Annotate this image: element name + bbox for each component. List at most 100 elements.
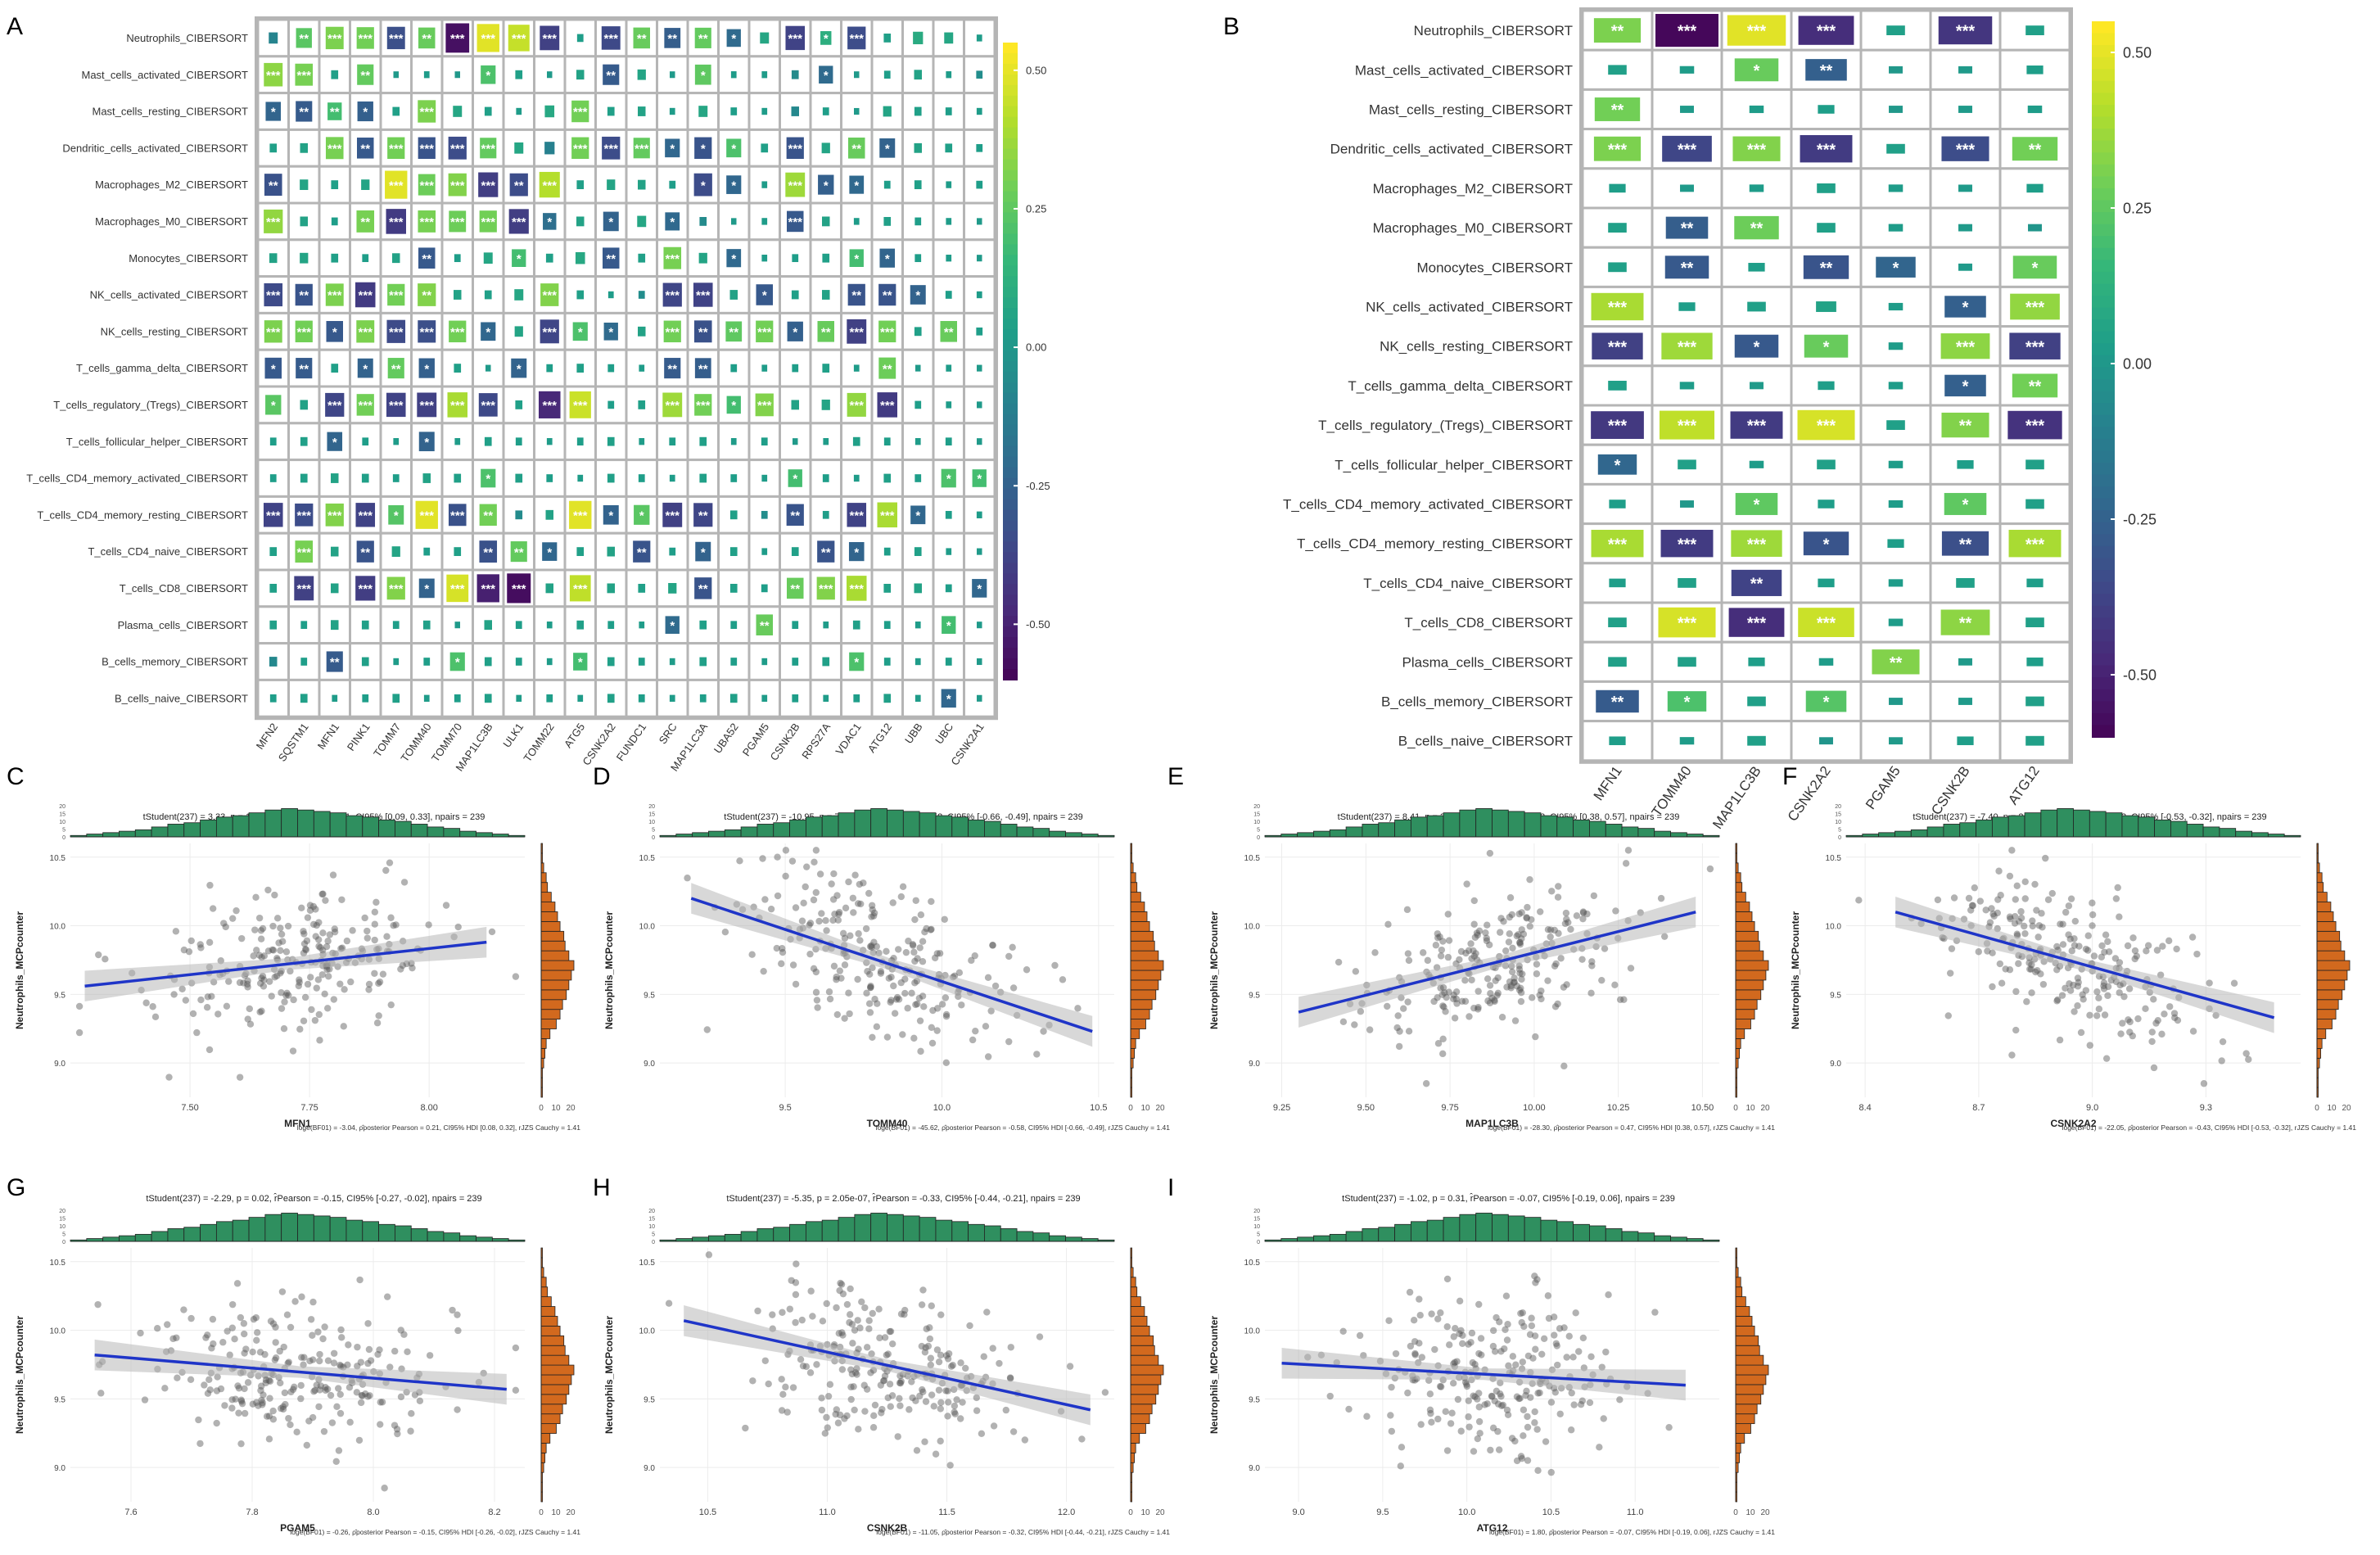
heatmap-square [1678,657,1696,667]
heatmap-square [878,320,896,343]
scatter-point [2053,966,2061,974]
scatter-point [1565,1332,1573,1340]
heatmap-square [362,254,369,263]
heatmap-square [449,652,465,671]
scatter-point [2054,996,2062,1004]
scatter-point [289,1047,297,1055]
scatter-point [886,1327,893,1336]
significance-stars: *** [542,32,557,46]
x-tick-label: 11.0 [1627,1508,1644,1517]
scatter-title: tStudent(237) = -1.02, p = 0.31, r̂Pears… [1342,1192,1675,1204]
right-histogram-bar [1130,1009,1150,1020]
top-histogram-bar [1016,1231,1034,1242]
significance-stars: * [517,362,522,376]
scatter-point [285,1414,292,1422]
heatmap-square [387,283,405,306]
heatmap-cell [1651,443,1723,486]
scatter-point [1515,986,1524,994]
top-histogram-bar [1475,1213,1493,1242]
significance-stars: *** [788,32,802,46]
column-label: UBC [933,721,955,746]
heatmap-square [539,171,560,198]
heatmap-square [2007,410,2062,440]
heatmap-square [940,321,957,342]
scatter-point [665,1300,673,1307]
heatmap-square [387,358,404,379]
significance-stars: *** [1747,141,1767,159]
heatmap-square [2026,578,2044,588]
scatter-point [1555,929,1562,938]
significance-stars: *** [481,399,495,413]
scatter-point [257,927,265,934]
heatmap-square [269,657,278,667]
heatmap-square [729,694,738,703]
colorbar-segment [1003,74,1018,86]
right-histogram-bar [540,1316,558,1327]
scatter-point [241,1330,248,1338]
scatter-point [260,1391,267,1399]
scatter-point [399,961,406,970]
heatmap-square [946,181,952,188]
right-histogram-tick-label: 20 [1760,1508,1770,1517]
significance-stars: *** [573,509,588,523]
scatter-point [944,1355,952,1363]
heatmap-square [1750,382,1764,390]
scatter-point [214,1373,221,1381]
scatter-point [2105,948,2113,956]
y-tick-label: 10.5 [639,854,656,863]
right-histogram-bar [1130,1028,1140,1039]
heatmap-square [761,255,768,262]
scatter-point [1475,1003,1482,1011]
top-histogram-bar [2024,812,2042,838]
scatter-point [2008,1051,2016,1059]
scatter-point [837,1279,844,1287]
heatmap-square [511,358,527,378]
scatter-point [2131,947,2139,955]
right-histogram-bar [540,1433,551,1444]
x-tick-label: 10.5 [1542,1508,1560,1517]
heatmap-square [577,694,584,702]
top-histogram-bar [1297,1236,1314,1242]
significance-stars: ** [1890,654,1903,672]
scatter-point [1520,930,1528,938]
significance-stars: *** [296,69,311,83]
scatter-point [913,1447,921,1454]
scatter-point [1986,919,1994,926]
scatter-point [349,927,356,934]
scatter-point [197,996,205,1004]
y-tick-label: 9.5 [1249,991,1260,1000]
scatter-point [1989,911,1997,918]
scatter-footer: loge(BF01) = -28.30, ρ̂posterior Pearson… [1488,1123,1775,1132]
scatter-point [813,997,821,1004]
heatmap-cell [901,642,935,681]
heatmap-square [1596,689,1639,713]
scatter-point [933,1346,942,1354]
heatmap-square [818,174,834,195]
scatter-point [1437,952,1445,960]
y-tick-label: 10.5 [639,1259,656,1268]
top-histogram-bar [1443,1217,1461,1242]
colorbar-segment [2092,403,2115,416]
heatmap-square [792,621,799,630]
colorbar-segment [2092,712,2115,726]
scatter-point [279,1403,287,1411]
colorbar-segment [2092,522,2115,536]
scatter-point [2075,979,2082,986]
scatter-point [877,968,885,975]
heatmap-square [977,401,982,409]
right-histogram-bar [1735,979,1764,991]
right-histogram-bar [1130,1296,1141,1307]
scatter-point [841,961,849,969]
scatter-point [802,883,809,891]
row-label: NK_cells_resting_CIBERSORT [1380,339,1573,355]
scatter-point [240,1320,248,1327]
heatmap-square [1958,263,1972,271]
significance-stars: ** [1750,576,1764,594]
right-histogram-bar [1735,920,1755,932]
colorbar-segment [1003,392,1018,405]
right-histogram-bar [2316,892,2328,902]
right-histogram-bar [540,999,563,1010]
scatter-point [1023,966,1031,974]
scatter-point [1489,1424,1497,1432]
top-histogram-bar [86,1238,104,1242]
